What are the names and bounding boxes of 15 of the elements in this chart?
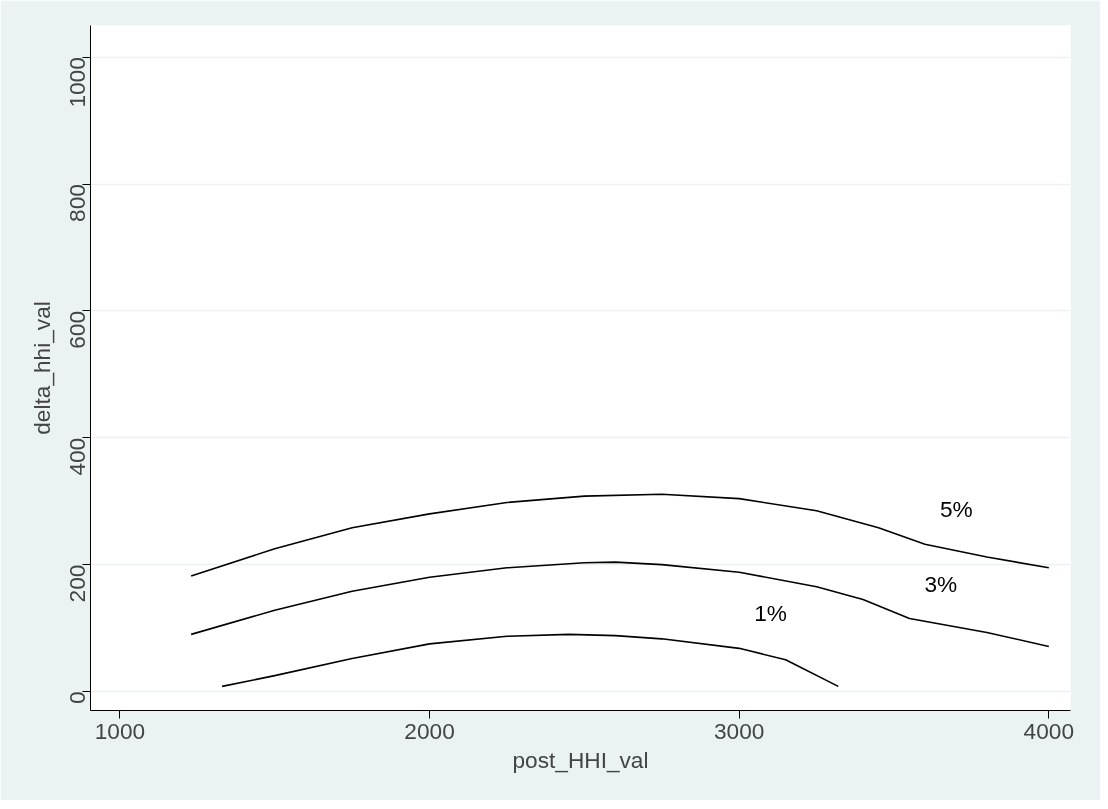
y-tick-label: 200	[64, 564, 90, 603]
x-axis-title: post_HHI_val	[512, 746, 649, 773]
x-tick-label: 1000	[94, 717, 146, 744]
x-tick-label: 3000	[713, 717, 765, 744]
series-label: 5%	[939, 496, 973, 523]
x-tick-label: 4000	[1023, 717, 1075, 744]
y-tick-label: 400	[64, 437, 90, 476]
series-label: 3%	[924, 570, 958, 597]
y-axis-title: delta_hhi_val	[28, 301, 55, 435]
x-tick-label: 2000	[404, 717, 455, 744]
y-tick-label: 0	[64, 691, 90, 705]
y-tick-label: 600	[64, 310, 90, 349]
y-tick-label: 800	[64, 184, 90, 222]
y-tick-label: 1000	[64, 57, 90, 108]
series-label: 1%	[754, 600, 787, 627]
